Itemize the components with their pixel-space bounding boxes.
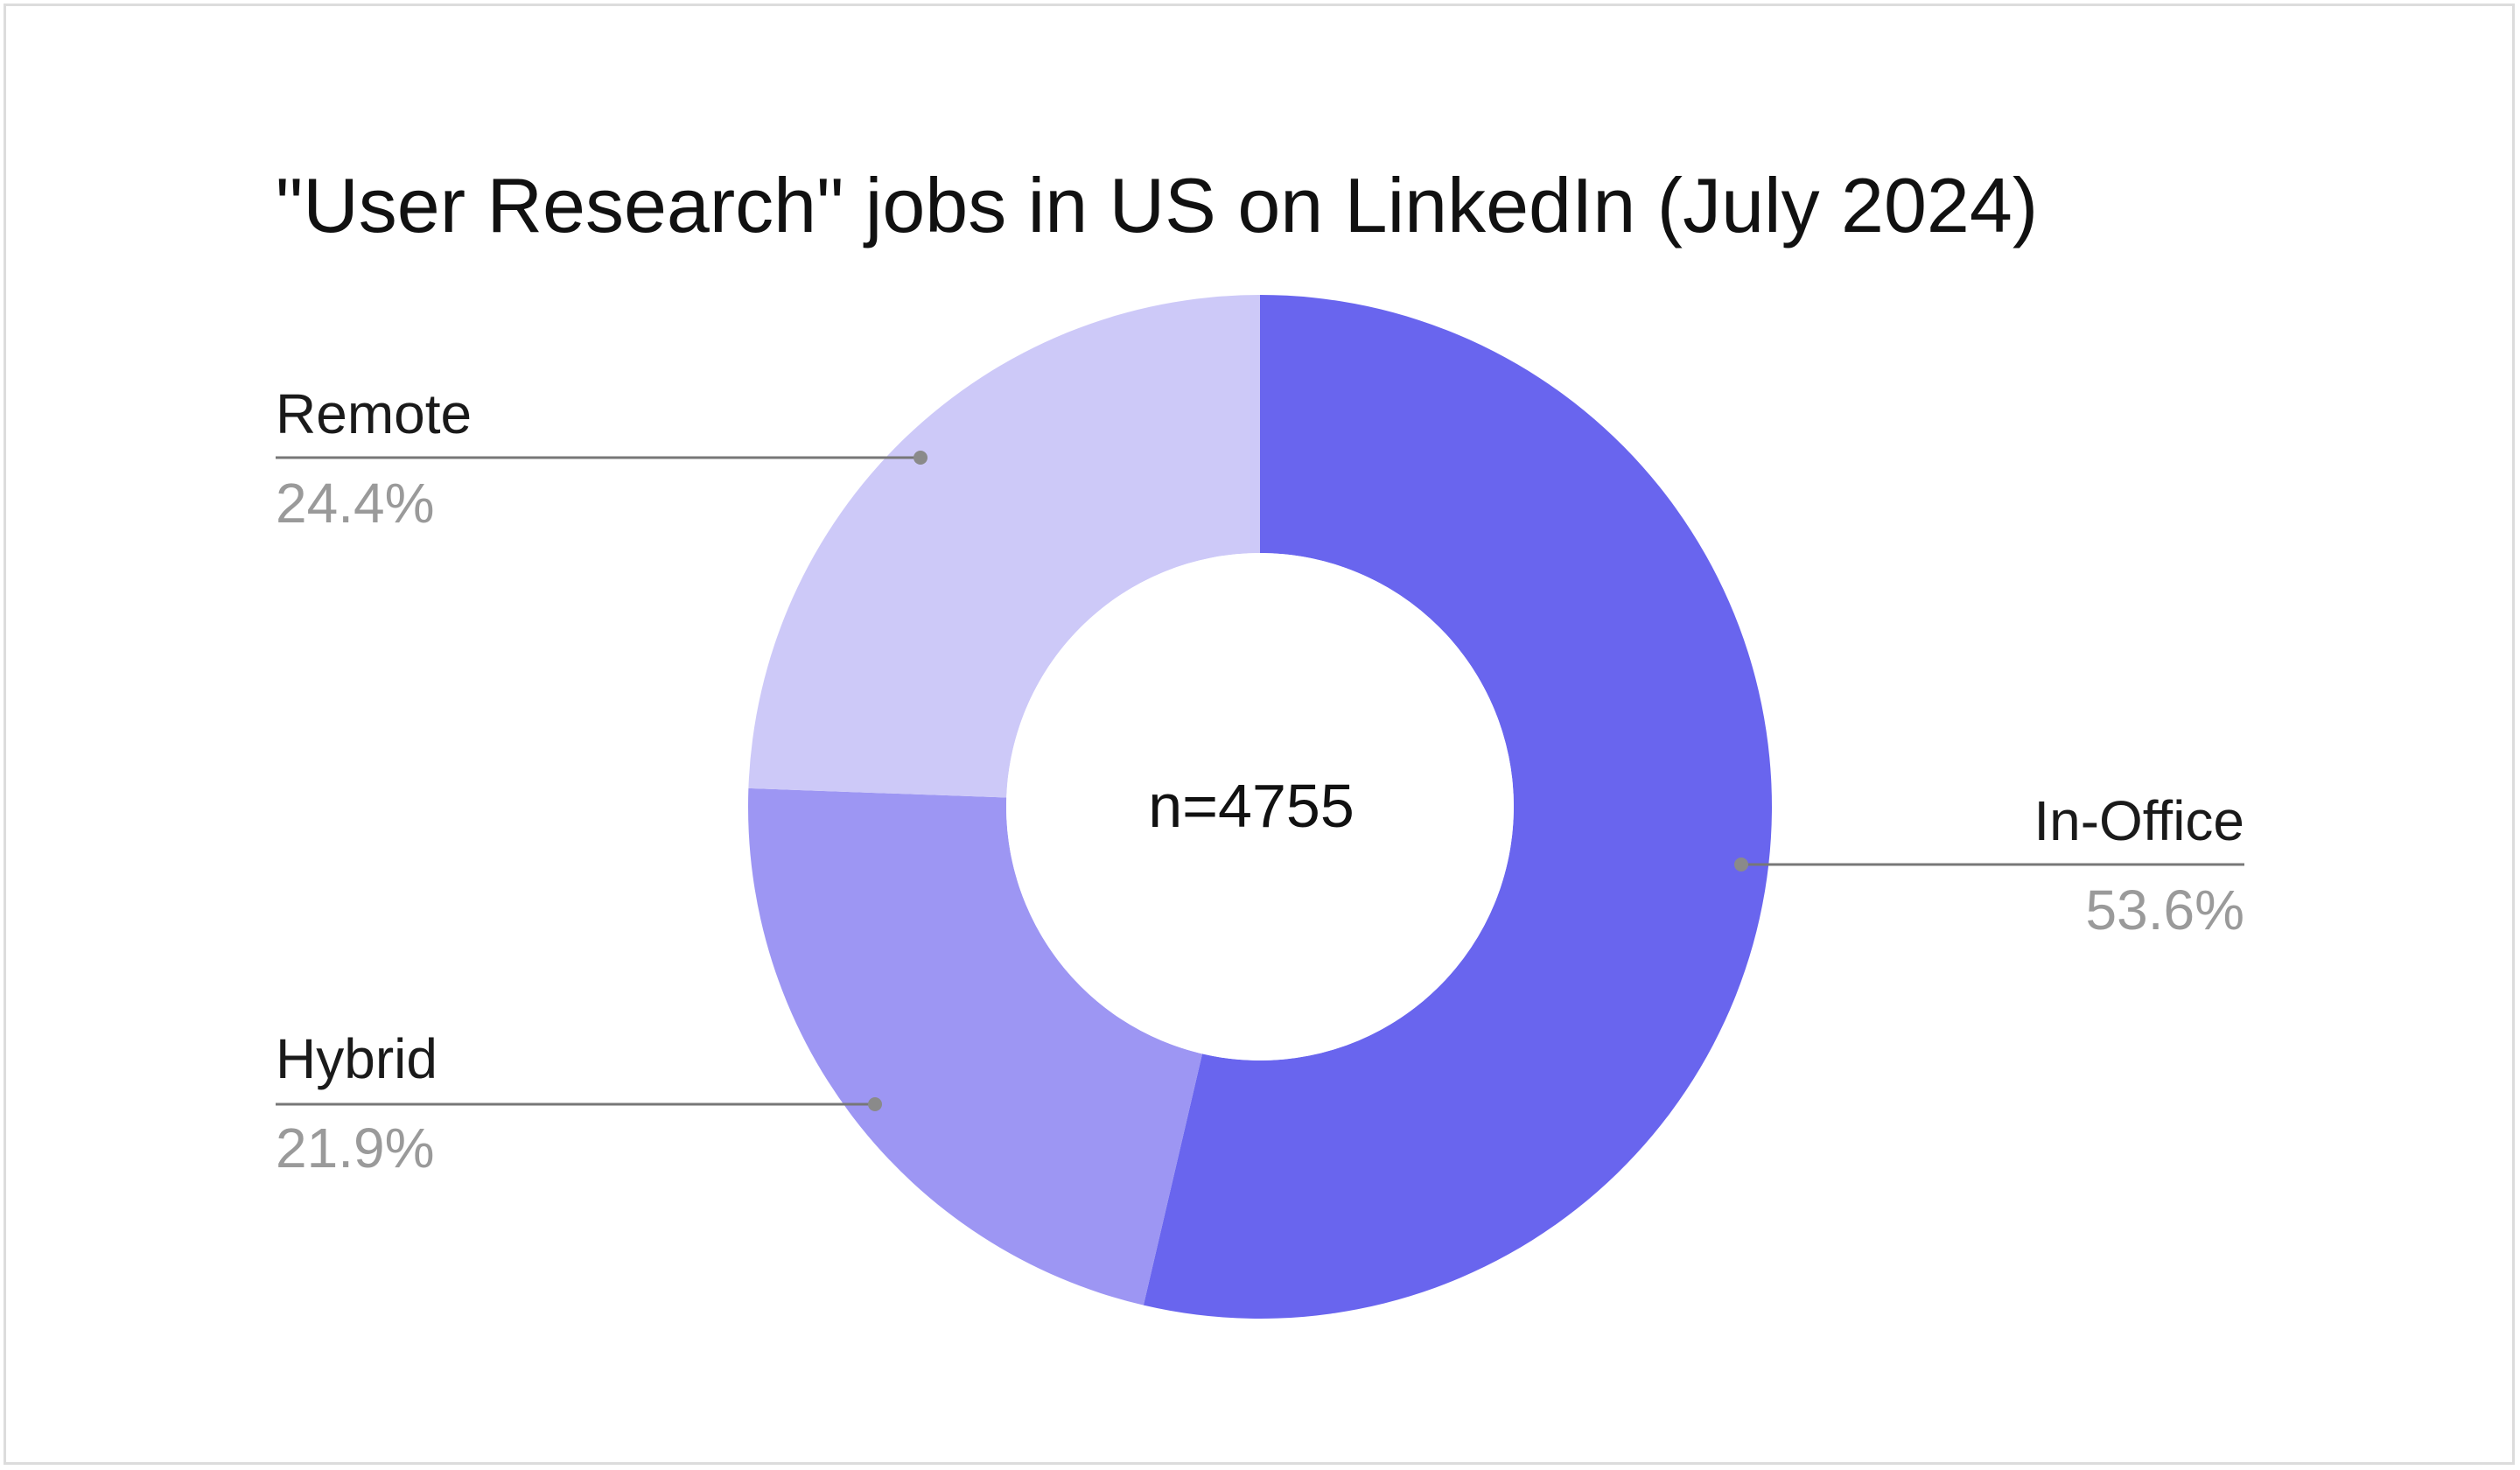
- slice-percent-remote: 24.4%: [276, 472, 434, 535]
- slice-remote: [748, 295, 1260, 798]
- slice-hybrid: [747, 788, 1203, 1306]
- slice-label-remote: Remote: [276, 382, 472, 445]
- leader-dot-hybrid: [868, 1097, 882, 1111]
- donut-slices: [747, 295, 1772, 1319]
- leader-dot-in-office: [1734, 858, 1748, 872]
- slice-label-hybrid: Hybrid: [276, 1027, 438, 1090]
- slice-label-in-office: In-Office: [2034, 789, 2244, 852]
- leader-dot-remote: [914, 451, 928, 465]
- slice-labels: In-Office 53.6% Hybrid 21.9% Remote 24.4%: [276, 382, 2244, 1180]
- slice-percent-in-office: 53.6%: [2086, 878, 2244, 942]
- slice-percent-hybrid: 21.9%: [276, 1116, 434, 1180]
- chart-title: "User Research" jobs in US on LinkedIn (…: [276, 162, 2038, 248]
- slice-in-office: [1143, 295, 1772, 1319]
- donut-hole: [1006, 553, 1514, 1060]
- center-total-label: n=4755: [1148, 772, 1354, 840]
